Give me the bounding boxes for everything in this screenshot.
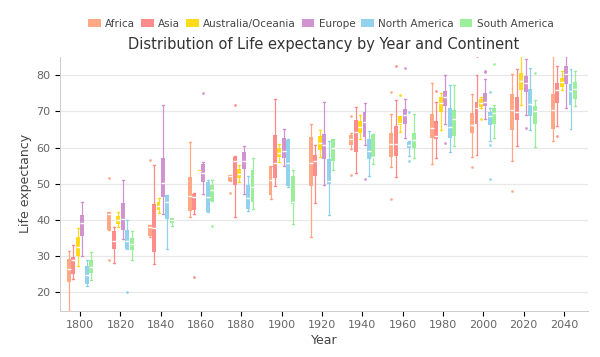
PathPatch shape bbox=[85, 266, 89, 284]
PathPatch shape bbox=[112, 231, 116, 249]
PathPatch shape bbox=[130, 238, 134, 251]
PathPatch shape bbox=[71, 257, 76, 274]
PathPatch shape bbox=[242, 152, 245, 170]
PathPatch shape bbox=[80, 215, 85, 236]
PathPatch shape bbox=[166, 195, 169, 219]
PathPatch shape bbox=[107, 212, 111, 230]
PathPatch shape bbox=[206, 181, 210, 212]
PathPatch shape bbox=[170, 218, 174, 223]
PathPatch shape bbox=[362, 112, 367, 137]
PathPatch shape bbox=[269, 166, 272, 196]
PathPatch shape bbox=[309, 137, 313, 186]
PathPatch shape bbox=[551, 94, 554, 129]
PathPatch shape bbox=[318, 136, 322, 150]
PathPatch shape bbox=[403, 109, 407, 124]
PathPatch shape bbox=[394, 126, 398, 156]
PathPatch shape bbox=[452, 110, 456, 136]
PathPatch shape bbox=[412, 133, 416, 148]
PathPatch shape bbox=[389, 133, 394, 157]
PathPatch shape bbox=[484, 93, 487, 106]
PathPatch shape bbox=[407, 142, 411, 148]
PathPatch shape bbox=[564, 66, 568, 84]
PathPatch shape bbox=[555, 83, 559, 103]
PathPatch shape bbox=[313, 155, 317, 176]
PathPatch shape bbox=[349, 135, 353, 145]
PathPatch shape bbox=[193, 195, 196, 210]
PathPatch shape bbox=[237, 170, 241, 178]
PathPatch shape bbox=[358, 121, 362, 133]
PathPatch shape bbox=[210, 185, 214, 201]
PathPatch shape bbox=[470, 113, 474, 132]
Y-axis label: Life expectancy: Life expectancy bbox=[19, 134, 32, 233]
X-axis label: Year: Year bbox=[311, 335, 337, 347]
PathPatch shape bbox=[560, 78, 563, 87]
PathPatch shape bbox=[233, 157, 236, 185]
PathPatch shape bbox=[161, 158, 165, 197]
PathPatch shape bbox=[188, 177, 192, 211]
PathPatch shape bbox=[371, 135, 376, 159]
PathPatch shape bbox=[291, 176, 295, 204]
PathPatch shape bbox=[202, 164, 205, 182]
PathPatch shape bbox=[152, 203, 156, 252]
PathPatch shape bbox=[528, 89, 532, 116]
PathPatch shape bbox=[76, 237, 80, 256]
PathPatch shape bbox=[228, 175, 232, 181]
PathPatch shape bbox=[443, 91, 447, 106]
PathPatch shape bbox=[439, 97, 443, 112]
PathPatch shape bbox=[367, 139, 371, 159]
PathPatch shape bbox=[125, 230, 129, 249]
PathPatch shape bbox=[475, 102, 478, 124]
PathPatch shape bbox=[246, 185, 250, 209]
Title: Distribution of Life expectancy by Year and Continent: Distribution of Life expectancy by Year … bbox=[128, 37, 520, 52]
PathPatch shape bbox=[273, 135, 277, 178]
PathPatch shape bbox=[515, 97, 519, 120]
PathPatch shape bbox=[398, 116, 403, 125]
PathPatch shape bbox=[448, 108, 452, 138]
PathPatch shape bbox=[277, 149, 281, 157]
PathPatch shape bbox=[524, 76, 528, 92]
PathPatch shape bbox=[286, 140, 290, 186]
Legend: Africa, Asia, Australia/Oceania, Europe, North America, South America: Africa, Asia, Australia/Oceania, Europe,… bbox=[86, 17, 556, 31]
PathPatch shape bbox=[157, 202, 160, 210]
PathPatch shape bbox=[533, 106, 536, 124]
PathPatch shape bbox=[573, 82, 577, 99]
PathPatch shape bbox=[67, 259, 71, 282]
PathPatch shape bbox=[569, 84, 572, 105]
PathPatch shape bbox=[322, 134, 326, 159]
PathPatch shape bbox=[116, 216, 120, 223]
PathPatch shape bbox=[331, 139, 335, 161]
PathPatch shape bbox=[121, 203, 125, 230]
PathPatch shape bbox=[353, 120, 358, 152]
PathPatch shape bbox=[89, 260, 93, 273]
PathPatch shape bbox=[282, 138, 286, 157]
PathPatch shape bbox=[479, 99, 483, 107]
PathPatch shape bbox=[520, 73, 523, 90]
PathPatch shape bbox=[148, 226, 152, 236]
PathPatch shape bbox=[434, 121, 438, 139]
PathPatch shape bbox=[430, 114, 434, 138]
PathPatch shape bbox=[251, 170, 254, 202]
PathPatch shape bbox=[511, 94, 514, 130]
PathPatch shape bbox=[488, 112, 492, 125]
PathPatch shape bbox=[327, 159, 331, 184]
PathPatch shape bbox=[493, 108, 496, 124]
